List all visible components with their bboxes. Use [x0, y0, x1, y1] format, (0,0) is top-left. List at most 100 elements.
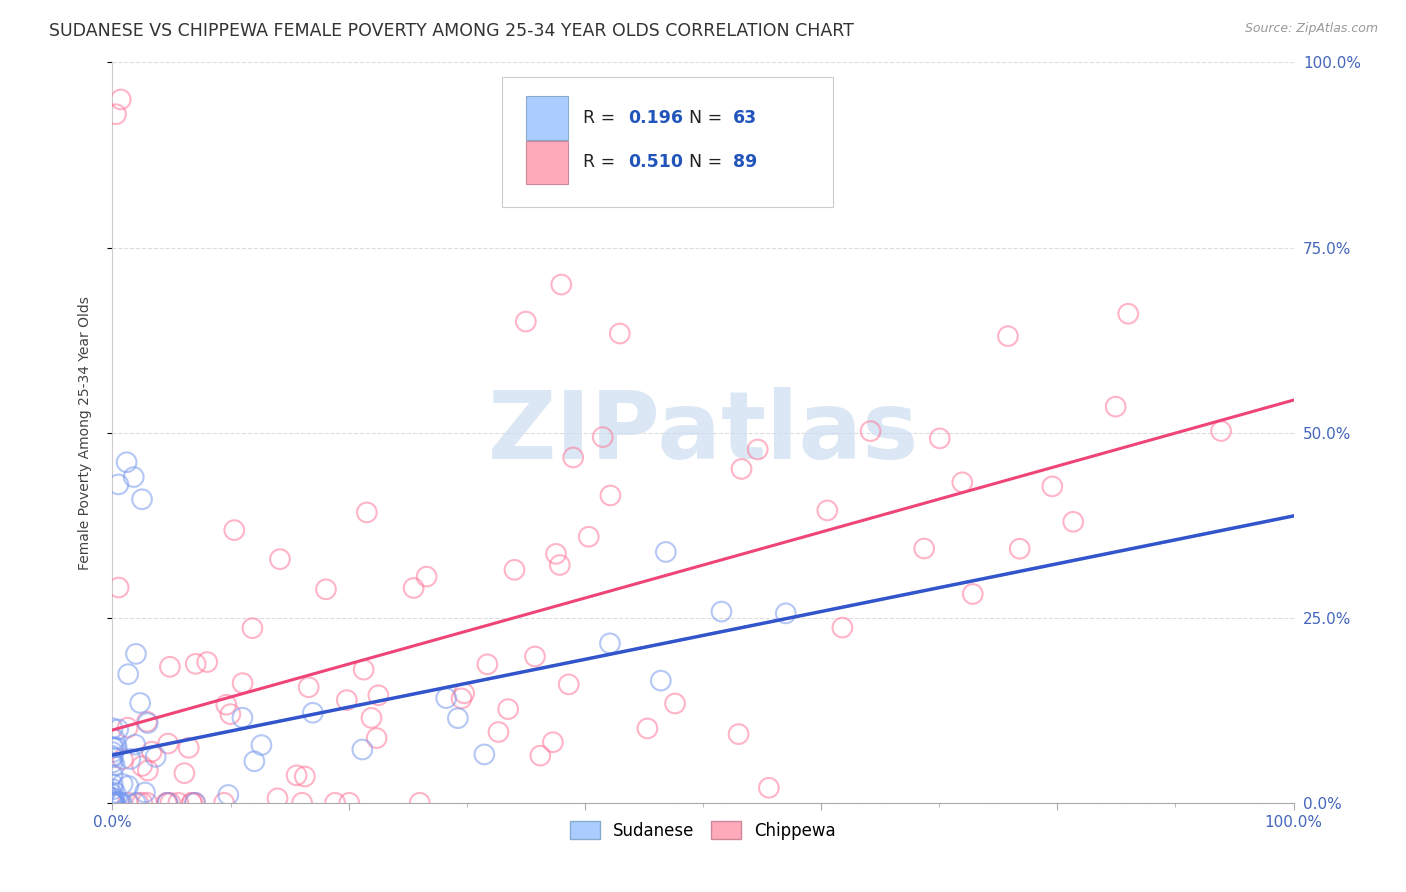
Point: [103, 740, 125, 755]
Point: [107, 477, 129, 491]
Point: [217, 788, 239, 802]
Point: [1008, 541, 1031, 556]
FancyBboxPatch shape: [526, 96, 568, 140]
Point: [101, 791, 124, 805]
Point: [453, 686, 475, 700]
Point: [184, 657, 207, 671]
Point: [1040, 479, 1063, 493]
Point: [250, 738, 273, 752]
Point: [155, 796, 177, 810]
Point: [101, 756, 124, 770]
Point: [912, 541, 935, 556]
Point: [243, 754, 266, 768]
Point: [129, 696, 152, 710]
Point: [101, 796, 124, 810]
Point: [101, 721, 124, 735]
Point: [122, 470, 145, 484]
Point: [131, 759, 153, 773]
Point: [157, 737, 180, 751]
Point: [215, 698, 238, 712]
Point: [107, 723, 129, 737]
Point: [285, 768, 308, 782]
Point: [124, 738, 146, 752]
Text: Source: ZipAtlas.com: Source: ZipAtlas.com: [1244, 22, 1378, 36]
Point: [496, 702, 519, 716]
Point: [515, 314, 537, 328]
Point: [111, 777, 134, 791]
Point: [111, 796, 134, 810]
Point: [115, 455, 138, 469]
Point: [488, 725, 510, 739]
Point: [409, 796, 432, 810]
Y-axis label: Female Poverty Among 25-34 Year Olds: Female Poverty Among 25-34 Year Olds: [77, 295, 91, 570]
Point: [127, 796, 149, 810]
Point: [609, 326, 631, 341]
Point: [136, 716, 159, 731]
Point: [544, 547, 567, 561]
Text: 89: 89: [733, 153, 756, 171]
Point: [1062, 515, 1084, 529]
Point: [337, 796, 360, 810]
Point: [101, 793, 124, 807]
Point: [1209, 424, 1232, 438]
Point: [710, 605, 733, 619]
Point: [232, 676, 254, 690]
Point: [1104, 400, 1126, 414]
Point: [101, 782, 124, 797]
Point: [117, 667, 139, 681]
Point: [184, 796, 207, 810]
Point: [156, 796, 179, 810]
Point: [134, 785, 156, 799]
Point: [105, 107, 128, 121]
Point: [242, 621, 264, 635]
Point: [997, 329, 1019, 343]
Point: [747, 442, 769, 457]
Point: [131, 796, 153, 810]
Point: [101, 750, 124, 764]
Point: [730, 462, 752, 476]
Point: [336, 693, 359, 707]
Point: [523, 649, 546, 664]
Point: [360, 711, 382, 725]
Point: [120, 752, 142, 766]
Point: [159, 796, 181, 810]
Text: 63: 63: [733, 109, 756, 127]
Point: [352, 742, 374, 756]
Point: [558, 677, 581, 691]
Text: ZIPatlas: ZIPatlas: [488, 386, 918, 479]
Point: [367, 688, 389, 702]
Point: [356, 505, 378, 519]
FancyBboxPatch shape: [526, 141, 568, 185]
Point: [181, 796, 204, 810]
Point: [103, 794, 125, 808]
Text: 0.196: 0.196: [628, 109, 683, 127]
Point: [104, 786, 127, 800]
Point: [156, 796, 179, 810]
Point: [101, 796, 124, 810]
Point: [447, 711, 470, 725]
Point: [136, 796, 159, 810]
Point: [104, 758, 127, 772]
Point: [562, 450, 585, 465]
Point: [664, 697, 686, 711]
Point: [291, 796, 314, 810]
Point: [101, 796, 124, 810]
Point: [219, 707, 242, 722]
Point: [1116, 307, 1139, 321]
Point: [101, 796, 124, 810]
Point: [184, 796, 207, 810]
Point: [141, 745, 163, 759]
Point: [578, 530, 600, 544]
Point: [859, 424, 882, 438]
Point: [269, 552, 291, 566]
Point: [636, 722, 658, 736]
Text: R =: R =: [582, 109, 620, 127]
Point: [131, 492, 153, 507]
Point: [366, 731, 388, 745]
Point: [758, 780, 780, 795]
Text: N =: N =: [689, 109, 727, 127]
Point: [125, 647, 148, 661]
Point: [815, 503, 838, 517]
Point: [298, 680, 321, 694]
Text: R =: R =: [582, 153, 620, 171]
